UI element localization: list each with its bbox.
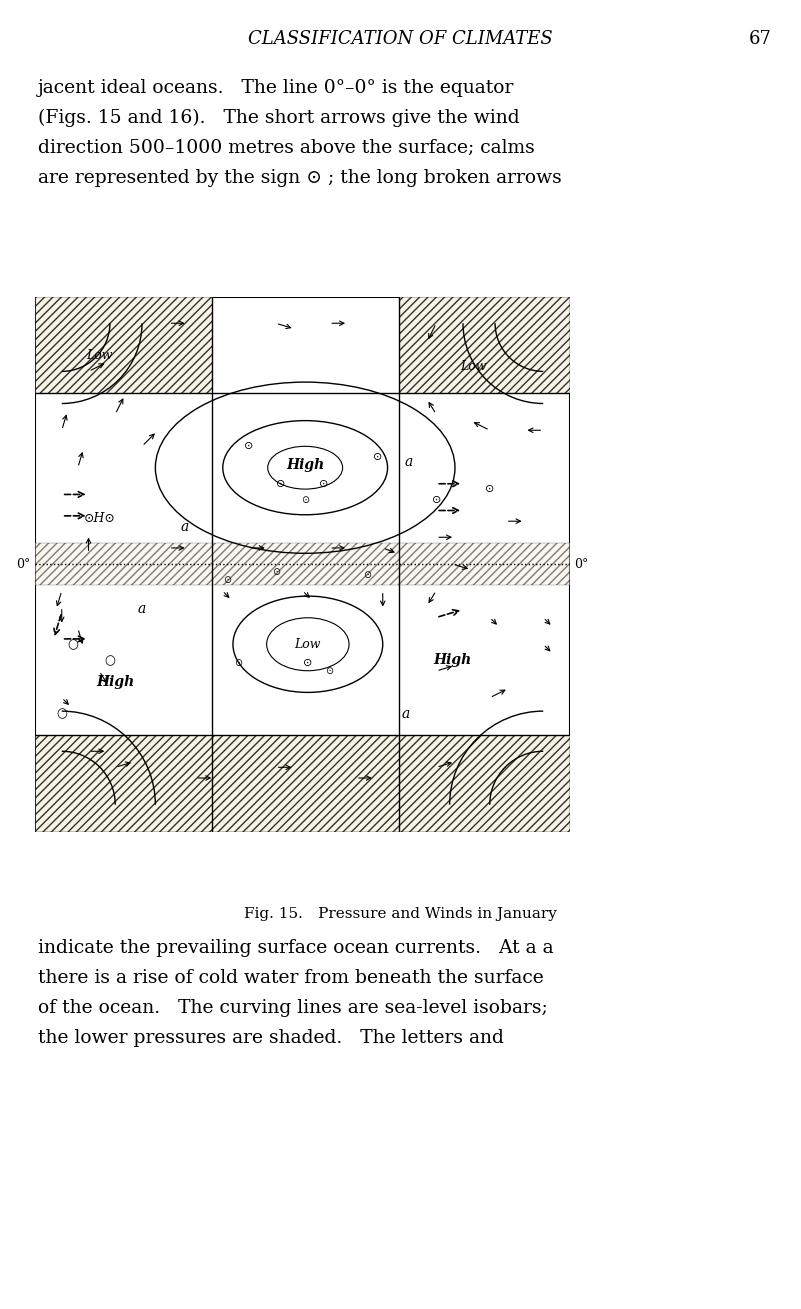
Text: ⊙: ⊙ <box>234 658 243 668</box>
Text: ⊙: ⊙ <box>432 495 441 505</box>
Text: indicate the prevailing surface ocean currents.   At a a: indicate the prevailing surface ocean cu… <box>38 939 553 957</box>
Text: the lower pressures are shaded.   The letters and: the lower pressures are shaded. The lett… <box>38 1029 504 1047</box>
Text: ⊙: ⊙ <box>301 495 309 505</box>
Text: Low: Low <box>295 637 321 651</box>
Text: High: High <box>433 653 472 668</box>
Text: 0°: 0° <box>16 558 30 571</box>
Text: CLASSIFICATION OF CLIMATES: CLASSIFICATION OF CLIMATES <box>248 30 553 48</box>
Text: ⊙: ⊙ <box>485 484 494 493</box>
Bar <box>35 736 211 831</box>
Text: High: High <box>96 674 135 689</box>
Text: Low: Low <box>461 360 487 373</box>
Text: jacent ideal oceans.   The line 0°–0° is the equator: jacent ideal oceans. The line 0°–0° is t… <box>38 79 514 97</box>
Text: are represented by the sign ⊙ ; the long broken arrows: are represented by the sign ⊙ ; the long… <box>38 169 562 187</box>
Text: High: High <box>286 458 324 473</box>
Text: 67: 67 <box>749 30 771 48</box>
Text: ⊙H⊙: ⊙H⊙ <box>83 512 115 525</box>
Text: a: a <box>181 520 189 534</box>
Bar <box>35 297 211 393</box>
Text: there is a rise of cold water from beneath the surface: there is a rise of cold water from benea… <box>38 969 544 987</box>
Bar <box>211 736 399 831</box>
Text: ○: ○ <box>67 637 78 651</box>
Bar <box>399 736 570 831</box>
Text: a: a <box>401 707 410 721</box>
FancyBboxPatch shape <box>35 543 570 585</box>
Text: ○: ○ <box>56 707 67 720</box>
Text: a: a <box>405 456 413 470</box>
Bar <box>399 297 570 393</box>
Text: Fig. 15. Pressure and Winds in January: Fig. 15. Pressure and Winds in January <box>244 907 557 922</box>
Text: ⊙: ⊙ <box>363 569 371 580</box>
Text: (Figs. 15 and 16).   The short arrows give the wind: (Figs. 15 and 16). The short arrows give… <box>38 109 520 127</box>
Text: 0°: 0° <box>574 558 589 571</box>
Text: a: a <box>138 602 146 617</box>
Text: ⊙: ⊙ <box>320 479 328 488</box>
Text: ⊙: ⊙ <box>325 666 333 675</box>
Text: Low: Low <box>86 350 112 361</box>
Text: ⊙: ⊙ <box>244 441 254 452</box>
Text: direction 500–1000 metres above the surface; calms: direction 500–1000 metres above the surf… <box>38 139 535 157</box>
Text: ⊙: ⊙ <box>372 452 382 462</box>
Text: ⊙: ⊙ <box>272 567 280 577</box>
Text: ⊙: ⊙ <box>276 479 286 488</box>
Text: of the ocean.   The curving lines are sea-level isobars;: of the ocean. The curving lines are sea-… <box>38 999 548 1017</box>
Text: ⊙: ⊙ <box>223 575 231 585</box>
Text: ⊙: ⊙ <box>303 658 312 668</box>
Text: ○: ○ <box>104 653 115 666</box>
